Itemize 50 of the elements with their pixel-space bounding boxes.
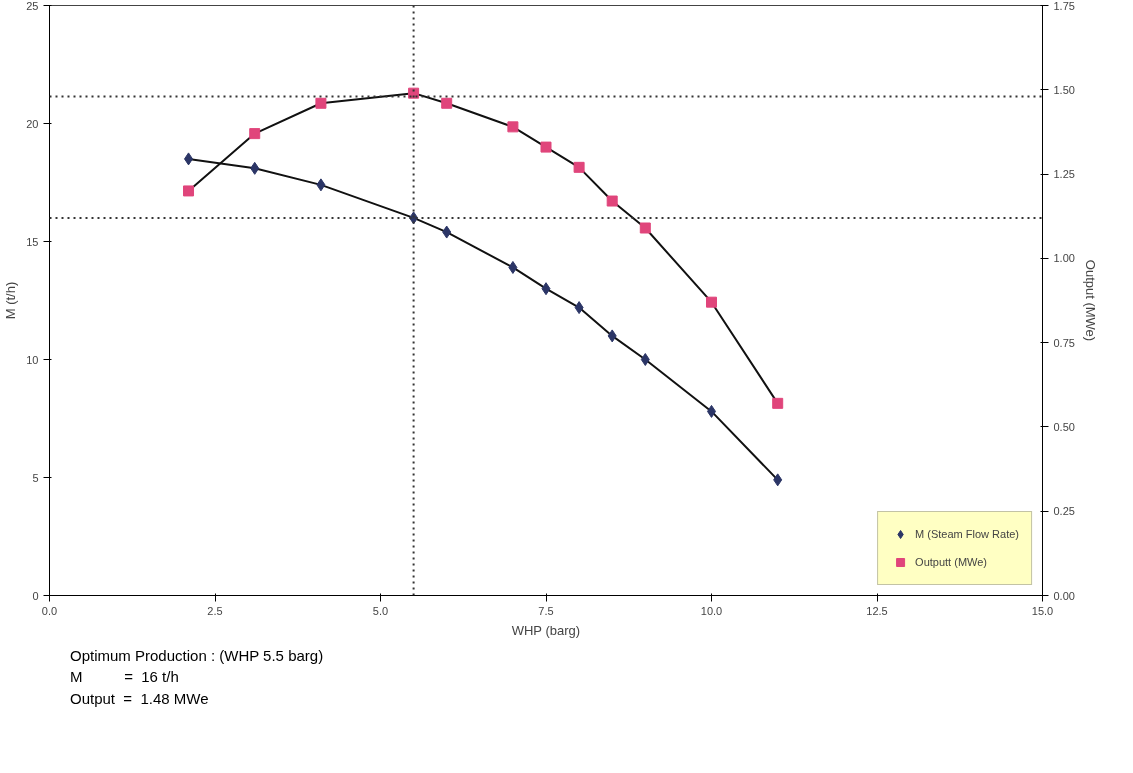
y2-axis-title: Output (MWe) bbox=[1082, 259, 1098, 342]
x-tick-label: 7.5 bbox=[538, 604, 554, 617]
point bbox=[249, 128, 261, 140]
point bbox=[606, 195, 618, 207]
y-tick-label: 5 bbox=[32, 471, 39, 484]
point bbox=[639, 222, 651, 234]
point bbox=[316, 178, 326, 192]
y2-tick-label: 0.25 bbox=[1053, 505, 1075, 518]
point bbox=[250, 161, 260, 175]
text: Output = 1.48 MWe bbox=[70, 689, 209, 707]
point bbox=[706, 296, 717, 308]
point bbox=[640, 353, 650, 366]
point bbox=[507, 121, 519, 133]
point bbox=[442, 225, 452, 239]
y2-tick-label: 0.50 bbox=[1053, 420, 1075, 433]
y2-tick-label: 0.00 bbox=[1053, 589, 1075, 602]
y2-tick-label: 0.75 bbox=[1053, 336, 1075, 349]
y-tick-label: 25 bbox=[26, 0, 39, 12]
y2-tick-label: 1.00 bbox=[1053, 252, 1075, 265]
point bbox=[183, 185, 195, 197]
text: Optimum Production : (WHP 5.5 barg) bbox=[70, 647, 324, 664]
y-tick-label: 10 bbox=[26, 353, 39, 366]
point bbox=[573, 161, 585, 173]
y-tick-label: 0 bbox=[32, 589, 39, 602]
point bbox=[607, 329, 617, 343]
point bbox=[772, 397, 784, 409]
x-tick-label: 15.0 bbox=[1031, 604, 1054, 617]
point bbox=[441, 97, 453, 109]
point bbox=[773, 473, 783, 487]
y-axis-title: M (t/h) bbox=[3, 281, 19, 320]
y2-tick-label: 1.50 bbox=[1053, 83, 1075, 96]
text: M = 16 t/h bbox=[70, 668, 179, 686]
x-axis-title: WHP (barg) bbox=[511, 622, 581, 638]
x-tick-label: 5.0 bbox=[372, 604, 389, 617]
point bbox=[315, 97, 327, 109]
x-tick-label: 10.0 bbox=[700, 604, 723, 617]
point bbox=[541, 282, 551, 296]
x-tick-label: 0.0 bbox=[41, 604, 58, 617]
point bbox=[184, 152, 194, 166]
y-tick-label: 20 bbox=[26, 117, 39, 130]
y2-tick-label: 1.75 bbox=[1053, 0, 1075, 12]
x-tick-label: 12.5 bbox=[866, 604, 888, 617]
point bbox=[574, 301, 584, 315]
legend-label: M (Steam Flow Rate) bbox=[915, 528, 1019, 540]
point bbox=[540, 141, 552, 153]
legend-label: Outputt (MWe) bbox=[915, 556, 988, 568]
x-tick-label: 2.5 bbox=[207, 604, 223, 617]
y-tick-label: 15 bbox=[26, 235, 39, 248]
point bbox=[508, 260, 518, 274]
y2-tick-label: 1.25 bbox=[1053, 168, 1075, 181]
